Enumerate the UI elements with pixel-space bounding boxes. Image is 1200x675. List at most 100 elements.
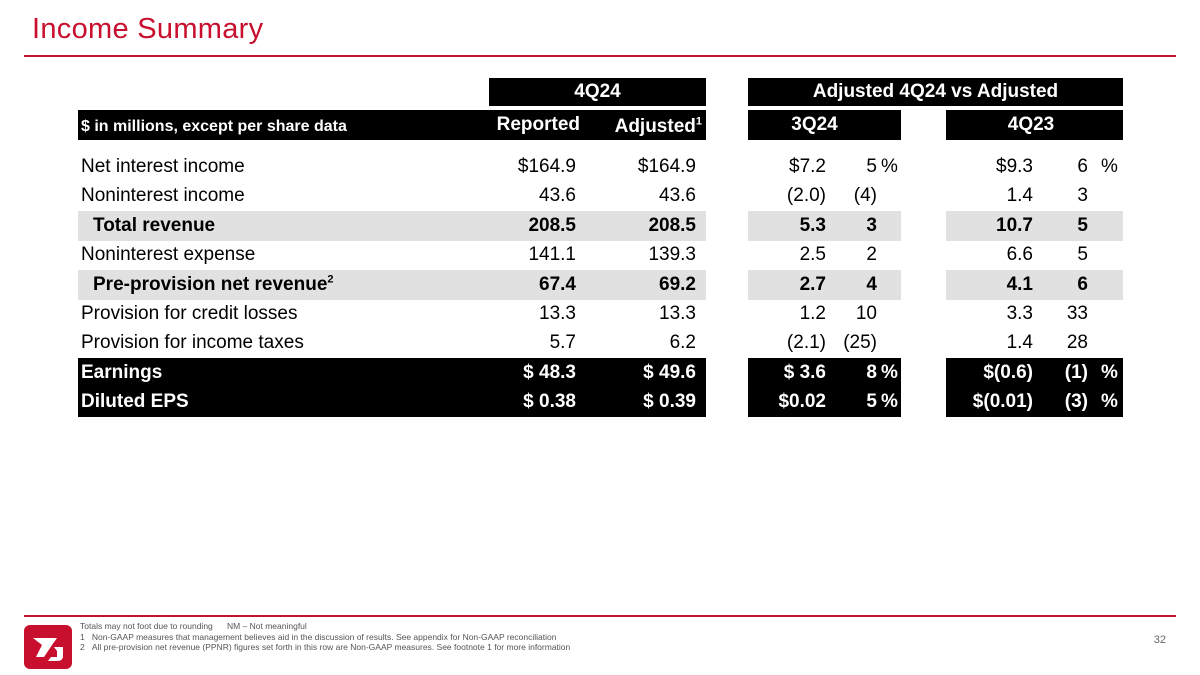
row-label: Provision for credit losses [81,303,298,324]
vs-3q24-amount: $7.2 [789,156,826,177]
logo-mark-icon [33,638,63,661]
row-label: Total revenue [93,214,216,236]
vs-4q23-percent: 33 [1066,303,1088,324]
row-label: Pre-provision net revenue2 [93,273,334,295]
footnote-line-2: 2 All pre-provision net revenue (PPNR) f… [80,642,570,653]
adjusted-value: 69.2 [659,273,696,295]
vs-4q23-percent: (3) [1064,391,1088,413]
adjusted-value: 43.6 [659,185,696,207]
vs-4q23-amount: 4.1 [1006,273,1033,295]
header-3q24: 3Q24 [791,114,838,135]
reported-value: 67.4 [539,273,576,295]
adjusted-value: 13.3 [659,303,696,324]
row-background [78,357,706,388]
reported-value: $ 48.3 [523,361,576,383]
vs-3q24-percent-sign: % [881,156,898,177]
vs-4q23-percent: 5 [1077,214,1088,236]
vs-4q23-percent-sign: % [1101,156,1118,177]
header-adjusted-footnote: 1 [695,115,702,128]
footnotes: Totals may not foot due to rounding NM –… [80,621,570,653]
adjusted-value: $ 49.6 [643,361,696,383]
adjusted-value: $164.9 [637,156,696,177]
vs-4q23-percent: 28 [1066,332,1088,354]
vs-4q23-percent: 6 [1077,273,1088,295]
vs-3q24-amount: (2.1) [786,332,826,354]
reported-value: 43.6 [539,185,576,207]
adjusted-value: $ 0.39 [643,391,696,413]
footnote-2-number: 2 [80,642,85,652]
vs-4q23-amount: 10.7 [996,214,1033,236]
vs-4q23-percent-sign: % [1101,391,1118,413]
company-logo [24,625,72,669]
row-label: Earnings [81,361,163,383]
vs-3q24-percent: 5 [866,156,877,177]
footnote-line-1: 1 Non-GAAP measures that management beli… [80,632,570,643]
vs-4q23-amount: $9.3 [996,156,1033,177]
row-background [946,387,1123,418]
row-background [748,269,901,300]
vs-4q23-percent: 3 [1077,185,1088,207]
page-number: 32 [1153,634,1166,646]
row-label: Noninterest expense [81,244,256,266]
row-background [78,210,706,241]
vs-3q24-percent: 4 [866,273,877,295]
reported-value: 141.1 [528,244,576,266]
row-label: Noninterest income [81,185,245,207]
header-adjusted-label: Adjusted [614,116,696,137]
header-band-adjusted-group [748,78,1123,106]
footnote-2-text: All pre-provision net revenue (PPNR) fig… [91,642,571,652]
row-background [946,269,1123,300]
row-background [78,269,706,300]
vs-3q24-percent: 5 [866,391,877,413]
vs-4q23-amount: $(0.6) [983,361,1033,383]
vs-4q23-amount: 6.6 [1006,244,1033,266]
row-background [748,357,901,388]
vs-3q24-percent: 3 [866,214,877,236]
vs-3q24-percent: 2 [866,244,877,266]
reported-value: 208.5 [528,214,576,236]
vs-4q23-percent-sign: % [1101,361,1118,383]
vs-4q23-amount: 1.4 [1006,185,1033,207]
footnote-1-text: Non-GAAP measures that management believ… [91,631,557,642]
row-background [748,210,901,241]
income-summary-table: 4Q24 Adjusted 4Q24 vs Adjusted $ in mill… [78,78,1123,418]
row-background [946,210,1123,241]
row-background [78,387,706,418]
vs-3q24-amount: 2.5 [799,244,826,266]
vs-4q23-percent: 6 [1077,156,1088,177]
vs-4q23-amount: 1.4 [1006,332,1033,354]
vs-4q23-percent: (1) [1064,361,1088,383]
vs-3q24-amount: 1.2 [799,303,826,324]
vs-4q23-amount: 3.3 [1006,303,1033,324]
row-background [946,357,1123,388]
vs-3q24-amount: $ 3.6 [783,361,826,383]
reported-value: $164.9 [517,156,576,177]
footer-divider [24,615,1176,617]
vs-3q24-amount: (2.0) [786,185,826,207]
header-band-4q23 [946,110,1123,140]
row-label: Diluted EPS [81,391,189,413]
row-background [748,387,901,418]
vs-3q24-amount: $0.02 [778,391,826,413]
header-adjusted-vs: Adjusted 4Q24 vs Adjusted [812,81,1059,102]
footnote-nm: NM – Not meaningful [226,621,307,631]
header-reported: Reported [496,114,580,135]
header-4q24: 4Q24 [574,81,621,102]
row-label: Provision for income taxes [81,332,304,354]
vs-3q24-percent: 10 [855,303,877,324]
adjusted-value: 6.2 [669,332,696,354]
adjusted-value: 139.3 [648,244,696,266]
reported-value: 13.3 [539,303,576,324]
adjusted-value: 208.5 [648,214,696,236]
header-adjusted: Adjusted1 [598,112,702,142]
header-band-3q24 [748,110,901,140]
header-band-4q24-group [489,78,706,106]
header-unit-label: $ in millions, except per share data [81,118,347,135]
vs-3q24-amount: 2.7 [799,273,826,295]
vs-3q24-percent-sign: % [881,361,898,383]
row-label: Net interest income [81,156,245,177]
vs-3q24-percent: (25) [843,332,877,354]
title-divider [24,55,1176,57]
reported-value: $ 0.38 [523,391,576,413]
vs-3q24-percent: 8 [866,361,877,383]
